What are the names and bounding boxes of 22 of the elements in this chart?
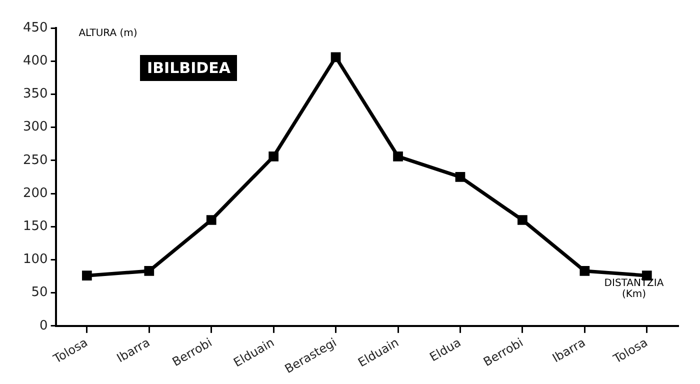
y-tick-label: 150 — [22, 218, 48, 234]
point — [580, 266, 590, 276]
y-tick-label: 450 — [22, 20, 48, 36]
text: IBILBIDEA — [140, 55, 238, 81]
point — [455, 172, 466, 182]
y-tick-label: 250 — [22, 152, 48, 168]
point — [518, 215, 528, 225]
y-tick-label: 100 — [22, 252, 48, 268]
point — [144, 266, 154, 276]
x-axis-title: DISTANTZIA (Km) — [603, 278, 665, 300]
point — [82, 270, 92, 281]
y-tick-label: 200 — [22, 186, 48, 201]
point — [393, 152, 403, 162]
y-tick-label: 400 — [22, 53, 48, 68]
point — [330, 52, 341, 62]
point — [268, 152, 279, 162]
y-tick-label: 50 — [31, 285, 48, 300]
point — [206, 215, 216, 225]
y-axis-title: ALTURA (m) — [78, 28, 138, 39]
y-tick-label: 300 — [22, 120, 48, 135]
y-tick-label: 350 — [22, 86, 48, 102]
y-tick-label: 0 — [40, 318, 48, 334]
